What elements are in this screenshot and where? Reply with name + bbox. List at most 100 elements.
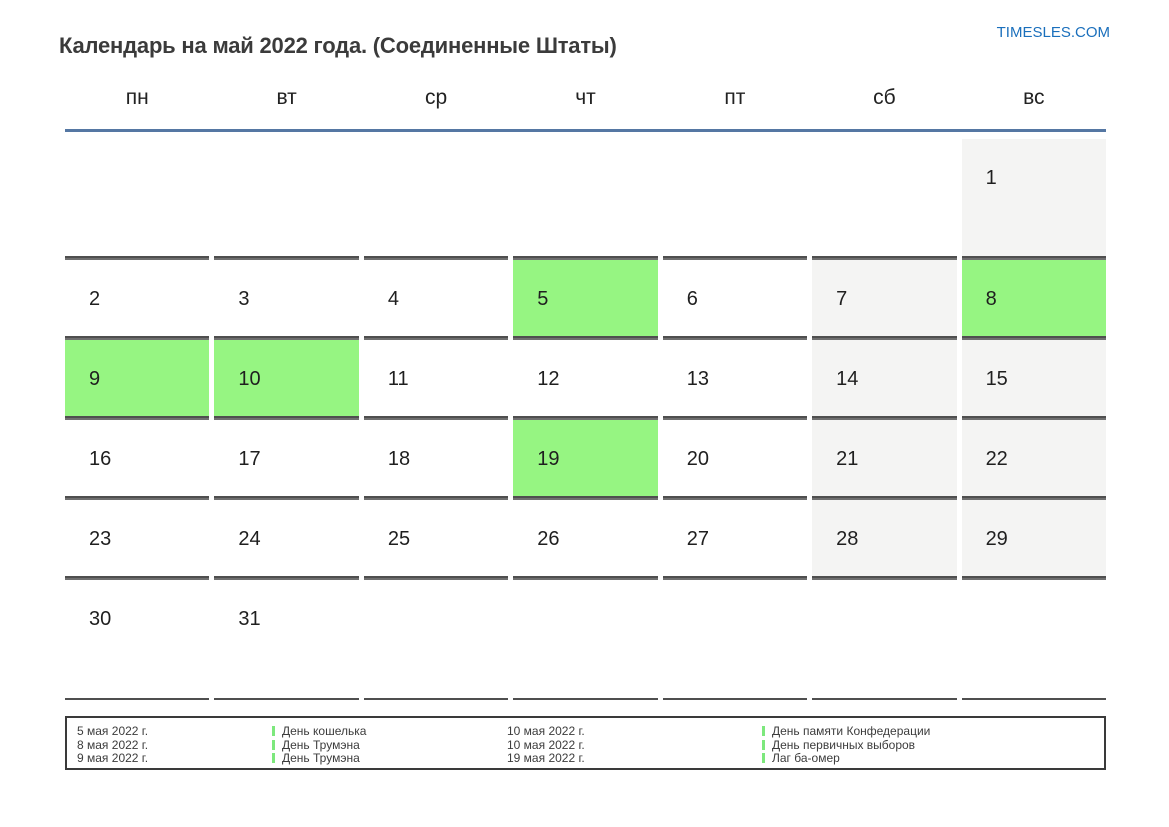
day-cell-empty (662, 578, 808, 700)
day-number: 1 (985, 167, 997, 189)
weekday-header-вт: вт (276, 86, 297, 109)
day-number: 10 (238, 368, 261, 390)
legend-date: 19 мая 2022 г. (507, 751, 585, 765)
holiday-tick-icon (272, 739, 275, 750)
day-cell-empty (363, 578, 509, 700)
day-number: 16 (89, 448, 112, 470)
day-number: 15 (985, 368, 1008, 390)
day-number: 21 (836, 448, 859, 470)
weekday-header-сб: сб (873, 86, 896, 109)
day-cell-16: 16 (65, 418, 210, 498)
day-number: 3 (238, 288, 250, 310)
weekday-header-вс: вс (1023, 86, 1045, 109)
day-cell-24: 24 (214, 498, 359, 578)
holiday-tick-icon (762, 726, 765, 736)
legend-holiday-name: Лаг ба-омер (772, 751, 840, 765)
legend-date: 5 мая 2022 г. (77, 724, 149, 738)
weekday-header-чт: чт (575, 86, 596, 109)
day-number: 8 (985, 288, 997, 310)
legend-entry: День Трумэна (272, 737, 366, 753)
day-cell-9: 9 (65, 338, 210, 418)
day-number: 24 (238, 528, 261, 550)
day-number: 29 (985, 528, 1008, 550)
weekday-header-пт: пт (724, 86, 746, 109)
calendar-grid: 1 2 3 4 5 6 7 8 9 10 11 12 13 14 15 16 17 18 19 20 21 22 23 24 2… (65, 132, 1106, 700)
day-number: 19 (537, 448, 560, 470)
holiday-legend: 5 мая 2022 г. 8 мая 2022 г. 9 мая 2022 г. … (65, 716, 1106, 770)
legend-date: 10 мая 2022 г. (507, 737, 585, 752)
day-number: 12 (537, 368, 560, 390)
day-cell-20: 20 (662, 418, 808, 498)
day-cell-empty (214, 139, 359, 258)
day-cell-8: 8 (961, 258, 1106, 338)
day-number: 30 (89, 608, 112, 630)
day-number: 26 (537, 528, 560, 550)
day-number: 4 (387, 288, 399, 310)
day-cell-3: 3 (214, 258, 359, 338)
day-number: 23 (89, 528, 112, 550)
legend-dates-right: 10 мая 2022 г. 10 мая 2022 г. 19 мая 2022 … (507, 724, 585, 766)
day-cell-31: 31 (214, 578, 359, 700)
day-cell-empty (363, 139, 509, 258)
day-cell-26: 26 (513, 498, 658, 578)
legend-holiday-name: День Трумэна (282, 737, 360, 752)
day-number: 5 (537, 288, 549, 310)
day-cell-empty (513, 139, 658, 258)
day-cell-empty (65, 139, 210, 258)
legend-holiday-name: День памяти Конфедерации (772, 724, 931, 738)
day-number: 17 (238, 448, 261, 470)
day-number: 20 (686, 448, 709, 470)
legend-holiday-name: День Трумэна (282, 751, 360, 765)
weekday-header-пн: пн (125, 86, 149, 109)
day-cell-10: 10 (214, 338, 359, 418)
holiday-tick-icon (762, 739, 765, 750)
legend-date: 10 мая 2022 г. (507, 724, 585, 738)
day-cell-11: 11 (363, 338, 509, 418)
day-number: 27 (686, 528, 709, 550)
day-cell-2: 2 (65, 258, 210, 338)
day-number: 31 (238, 608, 261, 630)
legend-entry: Лаг ба-омер (762, 751, 930, 766)
day-cell-4: 4 (363, 258, 509, 338)
day-cell-empty (961, 578, 1106, 700)
day-cell-empty (812, 578, 957, 700)
legend-names-left: День кошелька День Трумэна День Трумэна (272, 724, 367, 766)
day-cell-29: 29 (961, 498, 1106, 578)
day-cell-27: 27 (662, 498, 808, 578)
day-number: 7 (836, 288, 848, 310)
legend-names-right: День памяти Конфедерации День первичных в… (762, 724, 931, 766)
legend-holiday-name: День кошелька (282, 724, 367, 738)
timesles-link[interactable]: TIMESLES.COM (996, 24, 1110, 41)
weekday-header-ср: ср (424, 86, 448, 109)
day-number: 18 (387, 448, 411, 470)
day-number: 14 (836, 368, 859, 390)
day-cell-empty (662, 139, 808, 258)
day-cell-23: 23 (65, 498, 210, 578)
day-cell-empty (812, 139, 957, 258)
holiday-tick-icon (272, 726, 275, 736)
day-cell-7: 7 (812, 258, 957, 338)
day-number: 2 (89, 288, 101, 310)
day-cell-25: 25 (363, 498, 509, 578)
day-cell-18: 18 (363, 418, 509, 498)
day-cell-12: 12 (513, 338, 658, 418)
holiday-tick-icon (762, 753, 765, 763)
day-number: 28 (836, 528, 859, 550)
day-cell-17: 17 (214, 418, 359, 498)
day-cell-empty (513, 578, 658, 700)
legend-dates-left: 5 мая 2022 г. 8 мая 2022 г. 9 мая 2022 г. (77, 724, 149, 766)
day-cell-19: 19 (513, 418, 658, 498)
day-cell-28: 28 (812, 498, 957, 578)
weekday-header-row: пн вт ср чт пт сб вс (65, 80, 1106, 132)
day-cell-21: 21 (812, 418, 957, 498)
day-cell-5: 5 (513, 258, 658, 338)
legend-entry: День кошелька (272, 724, 367, 739)
day-number: 6 (686, 288, 698, 310)
day-cell-22: 22 (961, 418, 1106, 498)
legend-entry: День памяти Конфедерации (762, 724, 931, 739)
day-cell-14: 14 (812, 338, 957, 418)
day-cell-30: 30 (65, 578, 210, 700)
day-cell-1: 1 (961, 139, 1106, 258)
day-number: 11 (387, 368, 409, 390)
day-number: 13 (686, 368, 709, 390)
